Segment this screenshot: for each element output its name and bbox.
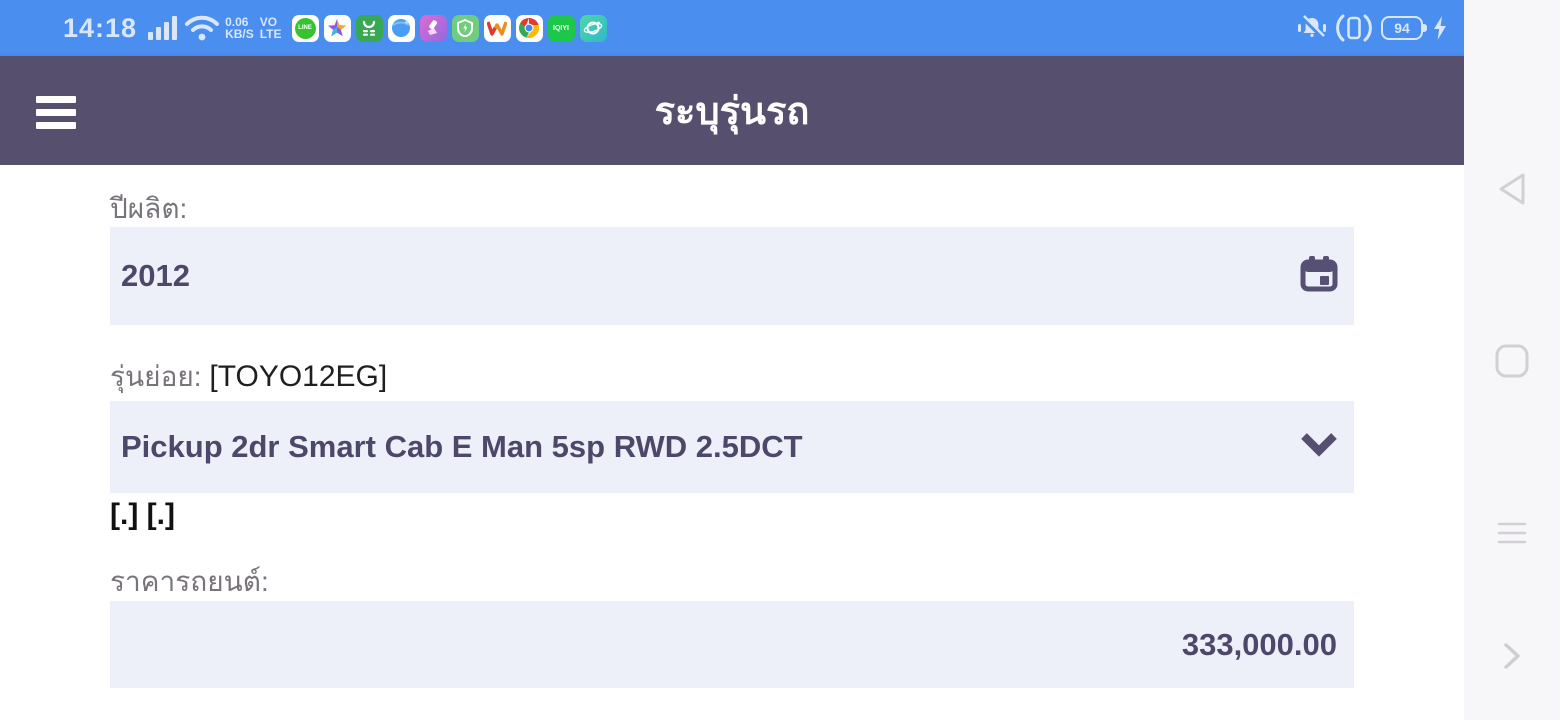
clock: 14:18	[63, 12, 138, 43]
rotation-lock-icon	[1336, 14, 1372, 42]
signal-strength-icon	[148, 16, 178, 40]
iqiyi-app-icon: IQIYI	[547, 14, 575, 42]
browser-planet-app-icon	[387, 14, 415, 42]
expand-rail-chevron[interactable]	[1464, 638, 1560, 674]
price-field[interactable]: 333,000.00	[110, 601, 1354, 688]
battery-indicator: 94	[1381, 16, 1427, 40]
planet-ring-app-icon	[579, 14, 607, 42]
chevron-down-icon[interactable]	[1298, 430, 1340, 465]
home-button[interactable]	[1464, 343, 1560, 379]
calendar-icon[interactable]	[1298, 253, 1340, 300]
network-speed: 0.06 KB/S	[225, 15, 254, 41]
brackets-text: [.] [.]	[110, 498, 175, 531]
submodel-value: Pickup 2dr Smart Cab E Man 5sp RWD 2.5DC…	[121, 429, 803, 464]
charging-bolt-icon	[1434, 16, 1446, 40]
chrome-app-icon	[515, 14, 543, 42]
year-value: 2012	[121, 258, 190, 293]
back-button[interactable]	[1464, 168, 1560, 210]
cleaner-app-icon	[419, 14, 447, 42]
status-bar: 14:18 0.06 KB/S VO LTE LINE	[0, 0, 1464, 56]
mute-bell-icon	[1298, 15, 1326, 39]
wifi-icon	[185, 15, 220, 41]
shield-app-icon	[451, 14, 479, 42]
page-title: ระบุรุ่นรถ	[654, 91, 810, 133]
app-header: ระบุรุ่นรถ	[0, 56, 1464, 165]
wave-w-app-icon	[483, 14, 511, 42]
system-nav-rail	[1464, 0, 1560, 720]
submodel-code: [TOYO12EG]	[209, 360, 388, 393]
star-app-icon	[323, 14, 351, 42]
year-field[interactable]: 2012	[110, 227, 1354, 325]
year-label: ปีผลิต:	[110, 193, 188, 224]
notification-app-icons: LINE	[291, 14, 607, 42]
shop-app-icon	[355, 14, 383, 42]
volte-indicator: VO LTE	[259, 15, 282, 41]
line-app-icon: LINE	[291, 14, 319, 42]
menu-icon[interactable]	[36, 96, 76, 129]
price-value: 333,000.00	[1181, 626, 1337, 662]
submodel-label: รุ่นย่อย: [TOYO12EG]	[110, 360, 388, 393]
price-label: ราคารถยนต์:	[110, 566, 269, 597]
recents-button[interactable]	[1464, 516, 1560, 550]
submodel-dropdown[interactable]: Pickup 2dr Smart Cab E Man 5sp RWD 2.5DC…	[110, 401, 1354, 493]
form-content: ปีผลิต: 2012 รุ่นย่อย: [TOYO12EG] Pickup…	[0, 165, 1464, 720]
